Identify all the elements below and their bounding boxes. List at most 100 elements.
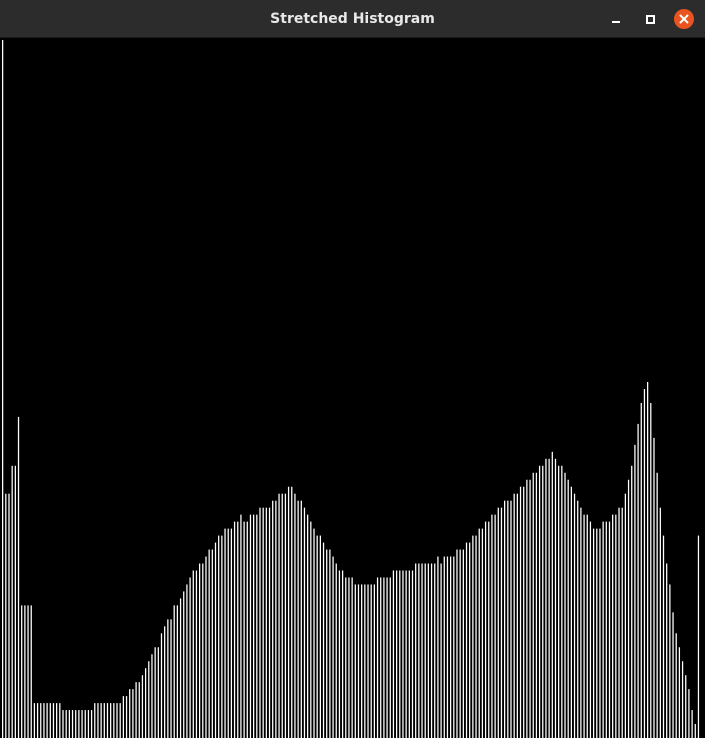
histogram-bar-162: [516, 493, 518, 738]
histogram-bar-113: [361, 584, 363, 738]
histogram-bar-184: [586, 514, 588, 738]
histogram-bar-179: [570, 486, 572, 738]
histogram-bar-88: [281, 493, 283, 738]
histogram-bar-123: [392, 570, 395, 738]
histogram-bar-127: [405, 570, 407, 738]
histogram-bar-112: [357, 584, 360, 738]
histogram-bar-44: [141, 675, 144, 738]
histogram-bar-136: [434, 563, 436, 738]
histogram-bar-208: [662, 535, 665, 738]
histogram-bar-174: [554, 458, 557, 738]
histogram-bar-182: [580, 507, 582, 738]
histogram-bar-178: [567, 479, 569, 738]
histogram-bar-156: [497, 507, 499, 738]
histogram-bar-12: [40, 703, 42, 738]
histogram-bar-122: [389, 577, 391, 738]
histogram-bar-130: [415, 563, 417, 738]
histogram-bar-84: [268, 507, 271, 738]
histogram-bar-141: [450, 556, 452, 738]
histogram-bar-109: [348, 577, 350, 738]
histogram-bar-41: [132, 689, 134, 738]
histogram-bar-57: [183, 591, 185, 738]
histogram-bar-15: [49, 703, 51, 738]
histogram-bar-114: [364, 584, 366, 738]
histogram-bar-160: [510, 500, 512, 738]
histogram-bar-53: [170, 619, 172, 738]
histogram-bar-102: [326, 549, 328, 738]
histogram-bar-209: [666, 563, 668, 738]
histogram-bar-104: [332, 556, 334, 738]
histogram-bar-96: [307, 514, 309, 738]
maximize-button[interactable]: [640, 9, 660, 29]
histogram-bar-164: [523, 486, 525, 738]
histogram-bar-166: [529, 479, 531, 738]
close-button[interactable]: [674, 9, 694, 29]
histogram-bar-34: [110, 703, 112, 738]
histogram-bar-27: [87, 710, 90, 738]
histogram-bar-50: [160, 633, 163, 738]
histogram-bar-125: [399, 570, 401, 738]
histogram-bar-120: [383, 577, 385, 738]
histogram-bar-118: [376, 577, 379, 738]
histogram-bar-68: [218, 535, 220, 738]
histogram-bar-205: [653, 437, 655, 738]
histogram-bar-111: [354, 584, 356, 738]
histogram-bar-65: [208, 549, 210, 738]
histogram-bar-28: [90, 710, 93, 738]
histogram-bar-40: [129, 689, 131, 738]
histogram-bar-175: [558, 465, 560, 738]
histogram-bar-154: [491, 514, 493, 738]
histogram-bar-214: [681, 661, 684, 738]
histogram-bar-29: [94, 703, 96, 738]
histogram-bar-98: [313, 528, 315, 738]
histogram-bar-213: [678, 647, 681, 738]
histogram-bar-153: [488, 521, 490, 738]
minimize-button[interactable]: [606, 9, 626, 29]
histogram-bar-62: [198, 563, 201, 738]
histogram-bar-78: [249, 514, 252, 738]
histogram-bar-116: [370, 584, 372, 738]
histogram-bar-197: [627, 479, 630, 738]
histogram-bar-211: [672, 612, 674, 738]
histogram-bar-89: [284, 493, 287, 738]
histogram-bar-79: [253, 514, 255, 738]
histogram-bar-100: [319, 535, 321, 738]
histogram-bar-147: [469, 542, 471, 738]
histogram-bar-169: [538, 465, 541, 738]
histogram-bar-66: [211, 549, 213, 738]
histogram-bar-74: [237, 521, 239, 738]
histogram-bar-75: [240, 514, 242, 738]
histogram-bar-210: [669, 584, 671, 738]
histogram-bar-140: [446, 556, 449, 738]
histogram-bar-38: [122, 696, 125, 738]
title-bar[interactable]: Stretched Histogram: [0, 0, 705, 38]
histogram-bar-61: [195, 570, 198, 738]
histogram-bar-157: [500, 507, 503, 738]
histogram-bar-11: [36, 703, 39, 738]
histogram-bar-10: [33, 703, 36, 738]
histogram-bar-13: [43, 703, 45, 738]
histogram-bar-8: [27, 605, 29, 738]
histogram-bar-18: [59, 703, 61, 738]
histogram-bar-72: [230, 528, 233, 738]
histogram-bar-60: [192, 570, 194, 738]
histogram-bar-171: [545, 458, 547, 738]
histogram-bar-128: [408, 570, 410, 738]
histogram-bar-17: [56, 703, 58, 738]
histogram-bar-54: [173, 605, 175, 738]
histogram-bar-73: [233, 521, 236, 738]
histogram-bar-81: [259, 507, 261, 738]
histogram-bar-200: [637, 423, 639, 738]
histogram-bar-207: [659, 507, 661, 738]
histogram-bar-219: [697, 535, 700, 738]
histogram-bar-25: [81, 710, 83, 738]
histogram-bar-188: [599, 528, 601, 738]
histogram-bar-193: [615, 514, 617, 738]
histogram-bar-216: [688, 689, 690, 738]
histogram-bar-142: [453, 556, 455, 738]
histogram-canvas: [0, 38, 705, 738]
histogram-bar-33: [106, 703, 109, 738]
histogram-bar-107: [341, 570, 344, 738]
histogram-bar-144: [459, 549, 461, 738]
